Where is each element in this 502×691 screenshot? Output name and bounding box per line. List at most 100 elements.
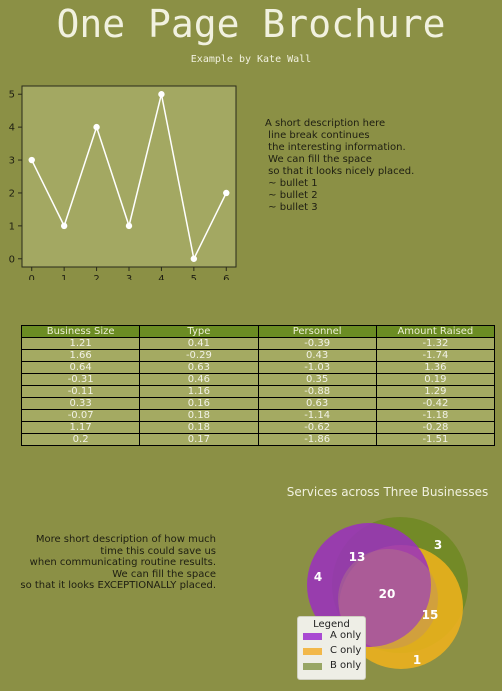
table-header-cell: Personnel (257, 325, 377, 338)
table-cell: -1.51 (375, 433, 496, 446)
table-cell: 0.18 (139, 421, 259, 434)
table-header-row: Business Size Type Personnel Amount Raised (20, 325, 496, 338)
description-line: ~ bullet 3 (265, 202, 318, 213)
description-line: A short description here (265, 118, 386, 129)
x-tick-label: 3 (126, 274, 132, 280)
x-tick-label: 2 (93, 274, 99, 280)
venn-label-c-only: 1 (413, 653, 421, 667)
table-cell: -0.42 (375, 397, 496, 410)
legend-swatch-c (303, 648, 322, 655)
y-tick-label: 0 (9, 254, 15, 265)
venn-title: Services across Three Businesses (286, 485, 489, 499)
table-cell: -0.29 (139, 349, 259, 362)
table-cell: -1.32 (375, 337, 496, 350)
data-point (28, 156, 35, 164)
y-tick-label: 2 (9, 188, 15, 199)
description-line: time this could save us (100, 545, 216, 557)
table-cell: -0.39 (257, 337, 377, 350)
table-cell: 1.36 (375, 361, 496, 374)
description-line: when communicating routine results. (29, 557, 216, 568)
description-line: line break continues (265, 130, 370, 141)
table-cell: 0.33 (20, 397, 141, 410)
legend-label: B only (330, 660, 362, 671)
table-cell: 1.66 (20, 349, 141, 362)
table-cell: -1.14 (257, 409, 377, 422)
table-header-cell: Business Size (20, 325, 141, 338)
table-row: 0.33 0.16 0.63 -0.42 (20, 397, 496, 410)
legend-label: A only (330, 630, 362, 641)
table-cell: -1.03 (257, 361, 377, 374)
table-cell: 0.63 (139, 361, 259, 374)
y-tick-label: 5 (9, 90, 15, 101)
legend-item: C only (298, 645, 365, 660)
page-subtitle: Example by Kate Wall (190, 54, 312, 65)
table-cell: 0.35 (257, 373, 377, 386)
data-point (125, 222, 133, 230)
table-cell: 0.63 (257, 397, 377, 410)
table-row: -0.11 1.16 -0.88 1.29 (20, 385, 496, 398)
table-row: 0.64 0.63 -1.03 1.36 (20, 361, 496, 374)
table-cell: 1.29 (375, 385, 496, 398)
data-point (93, 123, 100, 131)
venn-label-bc: 15 (422, 608, 439, 622)
table-row: 1.21 0.41 -0.39 -1.32 (20, 337, 496, 350)
legend-title: Legend (313, 619, 350, 630)
table-header-cell: Amount Raised (375, 325, 496, 338)
data-table: Business Size Type Personnel Amount Raised … (20, 325, 496, 446)
table-cell: 0.2 (20, 433, 141, 446)
table-cell: 0.17 (139, 433, 259, 446)
table-header-cell: Type (139, 325, 259, 338)
description-line: so that it looks EXCEPTIONALLY placed. (20, 580, 216, 591)
table-cell: -0.07 (20, 409, 141, 422)
table-cell: -0.62 (257, 421, 377, 434)
table-cell: 1.21 (20, 337, 141, 350)
table-row: 1.17 0.18 -0.62 -0.28 (20, 421, 496, 434)
table-cell: -0.31 (20, 373, 141, 386)
table-cell: -1.18 (375, 409, 496, 422)
table-cell: 0.43 (257, 349, 377, 362)
legend-swatch-a (303, 633, 322, 640)
table-cell: 1.16 (139, 385, 259, 398)
venn-label-abc: 20 (379, 587, 396, 601)
venn-legend: Legend A only C only B only (297, 616, 366, 680)
data-point (223, 189, 230, 197)
table-cell: 0.16 (139, 397, 259, 410)
table-cell: 0.46 (139, 373, 259, 386)
x-tick-label: 6 (223, 274, 229, 280)
y-tick-label: 1 (9, 221, 15, 232)
table-cell: -1.86 (257, 433, 377, 446)
venn-label-a-only: 4 (314, 570, 322, 584)
table-cell: 0.41 (139, 337, 259, 350)
data-point (60, 222, 68, 230)
data-point (158, 91, 165, 98)
legend-item: B only (298, 660, 365, 675)
table-cell: -0.88 (257, 385, 377, 398)
description-line: ~ bullet 2 (265, 190, 318, 201)
description-line: ~ bullet 1 (265, 178, 318, 189)
legend-swatch-b (303, 663, 322, 670)
description-line: so that it looks nicely placed. (265, 166, 415, 177)
y-tick-label: 4 (9, 123, 15, 134)
table-cell: 1.17 (20, 421, 141, 434)
table-row: 0.2 0.17 -1.86 -1.51 (20, 433, 496, 446)
table-body: 1.21 0.41 -0.39 -1.32 1.66 -0.29 0.43 -1.74 0.64… (20, 337, 496, 446)
table-cell: -0.28 (375, 421, 496, 434)
table-cell: 0.64 (20, 361, 141, 374)
x-tick-label: 0 (29, 274, 35, 280)
y-tick-label: 3 (9, 156, 15, 167)
venn-label-ab: 13 (349, 550, 366, 564)
description-line: More short description of how much (35, 534, 216, 545)
table-row: -0.07 0.18 -1.14 -1.18 (20, 409, 496, 422)
page-title: One Page Brochure (56, 2, 446, 46)
data-point (190, 255, 198, 262)
x-tick-label: 4 (158, 274, 164, 280)
description-bottom: More short description of how much time … (20, 534, 216, 592)
table-row: 1.66 -0.29 0.43 -1.74 (20, 349, 496, 362)
line-chart: 0 1 2 3 4 5 6 0 1 2 3 4 5 (9, 85, 237, 280)
description-top: A short description here line break cont… (265, 118, 414, 214)
table-cell: -0.11 (20, 385, 141, 398)
plot-area (21, 85, 237, 268)
venn-label-b-only: 3 (434, 538, 442, 552)
table-cell: 0.19 (375, 373, 496, 386)
legend-label: C only (330, 645, 362, 656)
